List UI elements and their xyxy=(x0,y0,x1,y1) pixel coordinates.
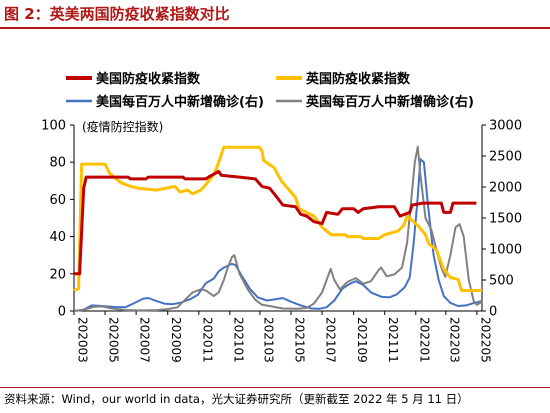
x-tick-label: 202011 xyxy=(200,317,214,363)
x-tick-label: 202201 xyxy=(417,317,431,363)
left-tick-label: 20 xyxy=(49,267,66,282)
right-tick-label: 2500 xyxy=(489,150,522,165)
right-tick-label: 3000 xyxy=(489,119,522,134)
x-tick-label: 202205 xyxy=(478,317,492,363)
figure-title: 图 2：英美两国防疫收紧指数对比 xyxy=(4,5,230,23)
left-tick-label: 0 xyxy=(58,305,66,320)
series-lines xyxy=(73,145,483,312)
left-tick-label: 80 xyxy=(49,156,66,171)
x-tick-label: 202005 xyxy=(107,317,121,363)
legend-label-1: 英国防疫收紧指数 xyxy=(305,71,411,87)
x-tick-label: 202203 xyxy=(447,317,461,363)
source-rule xyxy=(0,387,550,388)
x-tick-label: 202009 xyxy=(169,317,183,363)
x-tick-label: 202105 xyxy=(292,317,306,363)
x-tick-label: 202003 xyxy=(76,317,90,363)
x-axis-ticks: 202003 202005 202007 202009 202011 202101 2021… xyxy=(73,311,492,363)
x-tick-label: 202109 xyxy=(355,317,369,363)
series-line-1 xyxy=(73,145,482,292)
left-axis-label: (疫情防控指数) xyxy=(82,119,163,134)
x-tick-label: 202103 xyxy=(261,317,275,363)
legend-label-3: 英国每百万人中新增确诊(右) xyxy=(305,94,474,110)
left-tick-label: 60 xyxy=(49,193,66,208)
axes: (疫情防控指数) xyxy=(73,119,483,312)
x-tick-label: 202111 xyxy=(386,317,400,363)
right-axis-ticks: 0 500 1000 1500 2000 2500 3000 xyxy=(482,119,522,320)
right-tick-label: 1000 xyxy=(489,243,522,258)
legend-label-2: 美国每百万人中新增确诊(右) xyxy=(96,94,264,110)
right-tick-label: 0 xyxy=(489,305,497,320)
left-axis-ticks: 0 20 40 60 80 100 xyxy=(41,119,74,320)
x-tick-label: 202007 xyxy=(138,317,152,363)
right-tick-label: 2000 xyxy=(489,181,522,196)
series-line-2 xyxy=(73,158,483,312)
left-tick-label: 40 xyxy=(49,230,66,245)
title-rule xyxy=(0,27,550,29)
legend-label-0: 美国防疫收紧指数 xyxy=(96,71,201,87)
left-tick-label: 100 xyxy=(41,119,66,134)
x-tick-label: 202107 xyxy=(324,317,338,363)
source-note: 资料来源：Wind，our world in data，光大证券研究所（更新截至… xyxy=(4,392,469,406)
series-line-0 xyxy=(74,170,477,276)
x-tick-label: 202101 xyxy=(231,317,245,363)
right-tick-label: 1500 xyxy=(489,212,522,227)
right-tick-label: 500 xyxy=(489,274,514,289)
